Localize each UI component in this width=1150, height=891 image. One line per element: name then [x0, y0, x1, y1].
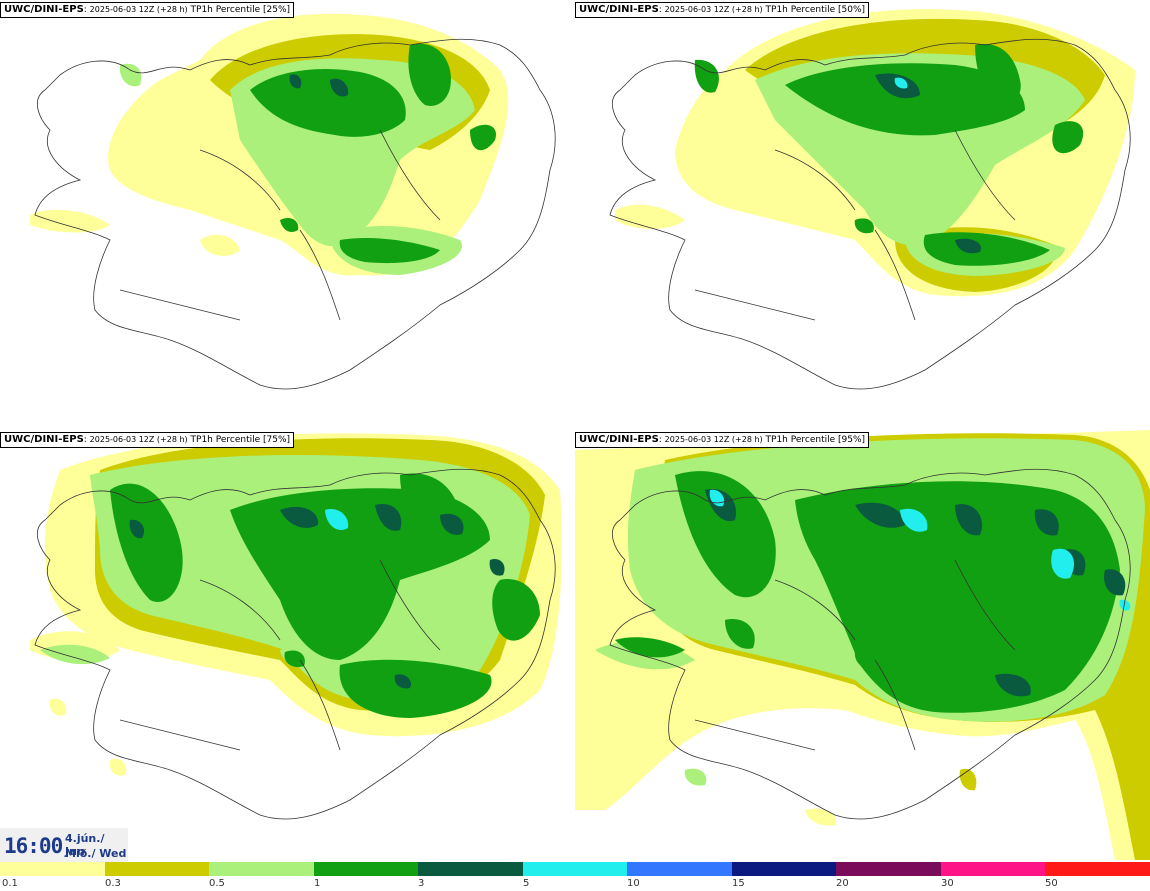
iceland-outline: [34, 468, 556, 820]
run-time: 2025-06-03 12Z (+28 h): [89, 435, 188, 444]
legend-tick-2: 0.5: [209, 878, 225, 889]
map-panel-p25: UWC/DINI-EPS: 2025-06-03 12Z (+28 h) TP1…: [0, 0, 575, 430]
color-legend: 0.1 0.3 0.5 1 3 5 10 15 20 30 50: [0, 862, 1150, 891]
legend-tick-8: 20: [836, 878, 849, 889]
precip-3: [129, 504, 505, 689]
run-time: 2025-06-03 12Z (+28 h): [89, 5, 188, 14]
iceland-precip-map: [575, 430, 1150, 860]
precip-1: [250, 43, 496, 264]
legend-tick-4: 3: [418, 878, 425, 889]
precip-1: [615, 471, 1120, 713]
legend-swatch-5: [523, 862, 627, 876]
valid-date: 4.jún./ Jun: [65, 832, 105, 858]
legend-tick-6: 10: [627, 878, 640, 889]
precip-1: [110, 473, 540, 718]
iceland-outline: [34, 38, 556, 390]
legend-tick-10: 50: [1045, 878, 1058, 889]
legend-swatch-0: [0, 862, 105, 876]
valid-time-box: 16:00 4.jún./ Jun Mið./ Wed: [0, 828, 128, 862]
legend-tick-7: 15: [732, 878, 745, 889]
legend-tick-5: 5: [523, 878, 530, 889]
iceland-precip-map: [30, 13, 556, 390]
model-source: UWC/DINI-EPS: [579, 4, 659, 15]
product-title: TP1h Percentile [75%]: [190, 435, 291, 445]
run-time: 2025-06-03 12Z (+28 h): [664, 435, 763, 444]
iceland-outline: [609, 38, 1131, 390]
model-source: UWC/DINI-EPS: [579, 434, 659, 445]
legend-swatch-6: [627, 862, 732, 876]
legend-tick-0: 0.1: [2, 878, 18, 889]
precip-5: [894, 77, 908, 89]
map-panel-p75: UWC/DINI-EPS: 2025-06-03 12Z (+28 h) TP1…: [0, 430, 575, 860]
panel-title: UWC/DINI-EPS: 2025-06-03 12Z (+28 h) TP1…: [575, 432, 870, 448]
legend-tick-1: 0.3: [105, 878, 121, 889]
product-title: TP1h Percentile [50%]: [765, 5, 866, 15]
legend-swatch-4: [418, 862, 523, 876]
model-source: UWC/DINI-EPS: [4, 434, 84, 445]
panel-title: UWC/DINI-EPS: 2025-06-03 12Z (+28 h) TP1…: [0, 432, 295, 448]
iceland-outline: [609, 468, 1131, 820]
legend-swatch-3: [314, 862, 418, 876]
legend-swatch-7: [732, 862, 836, 876]
iceland-precip-map: [609, 9, 1135, 390]
legend-swatch-8: [836, 862, 941, 876]
legend-swatch-9: [941, 862, 1045, 876]
legend-swatch-1: [105, 862, 209, 876]
run-time: 2025-06-03 12Z (+28 h): [664, 5, 763, 14]
legend-swatch-10: [1045, 862, 1150, 876]
product-title: TP1h Percentile [95%]: [765, 435, 866, 445]
legend-tick-3: 1: [314, 878, 321, 889]
legend-swatch-2: [209, 862, 314, 876]
precip-5: [325, 509, 349, 530]
legend-tick-9: 30: [941, 878, 954, 889]
valid-hour: 16:00: [4, 834, 63, 858]
precip-3: [289, 74, 349, 97]
product-title: TP1h Percentile [25%]: [190, 5, 291, 15]
iceland-precip-map: [30, 433, 562, 820]
panel-title: UWC/DINI-EPS: 2025-06-03 12Z (+28 h) TP1…: [0, 2, 295, 18]
map-panel-p95: UWC/DINI-EPS: 2025-06-03 12Z (+28 h) TP1…: [575, 430, 1150, 860]
map-panel-p50: UWC/DINI-EPS: 2025-06-03 12Z (+28 h) TP1…: [575, 0, 1150, 430]
valid-weekday: Mið./ Wed: [65, 847, 127, 860]
precip-5: [709, 489, 1131, 611]
panel-title: UWC/DINI-EPS: 2025-06-03 12Z (+28 h) TP1…: [575, 2, 870, 18]
model-source: UWC/DINI-EPS: [4, 4, 84, 15]
